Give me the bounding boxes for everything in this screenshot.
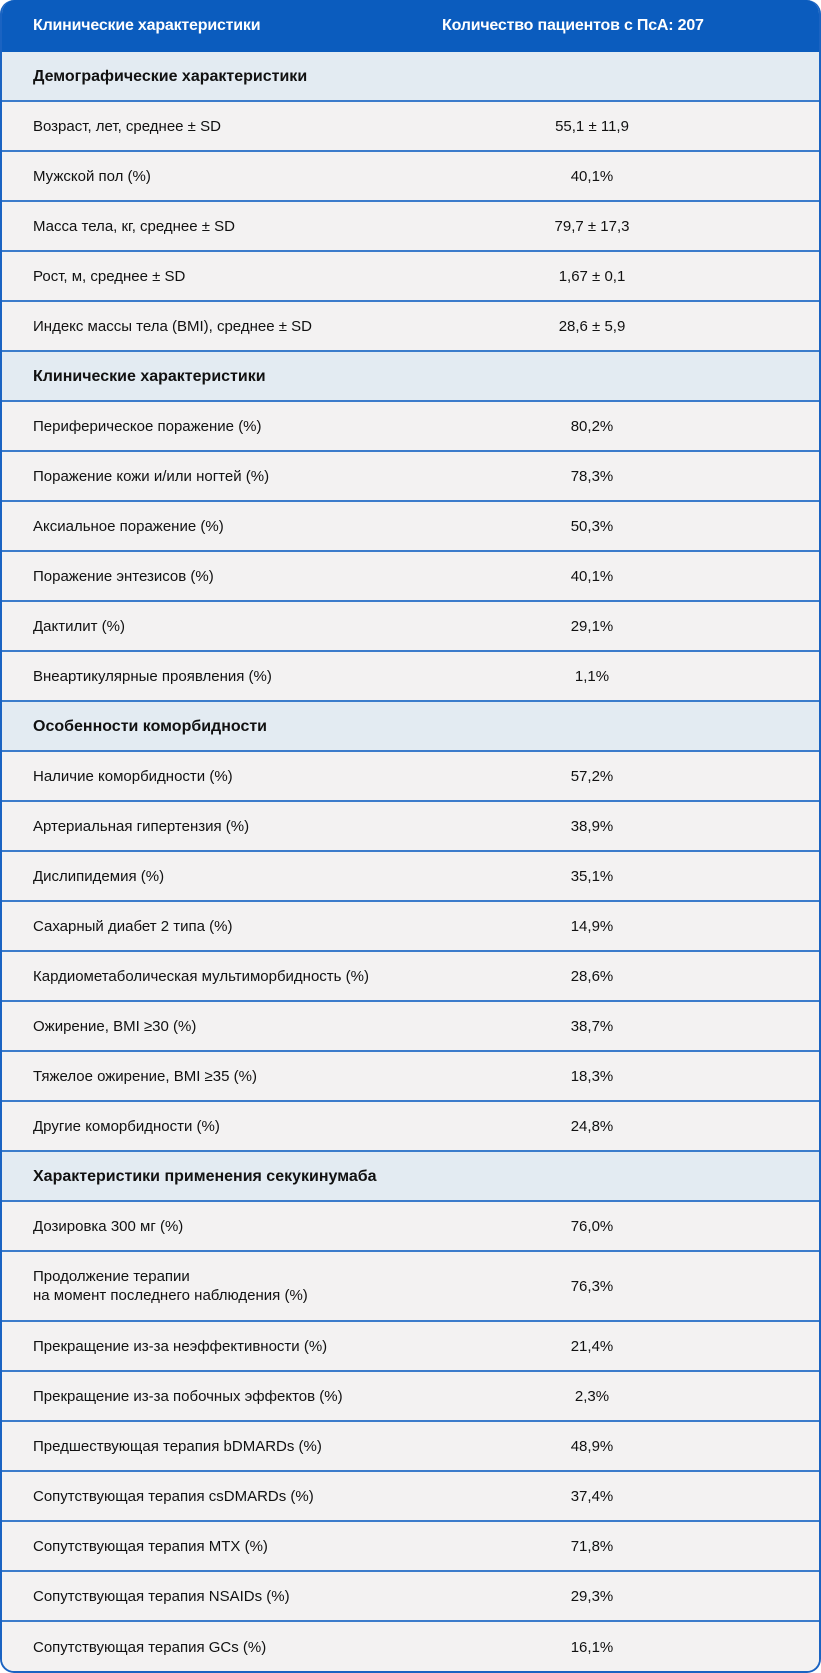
row-label: Другие коморбидности (%) [33, 1117, 220, 1135]
section-label: Демографические характеристики [33, 67, 308, 85]
row-label: Дактилит (%) [33, 617, 125, 635]
row-value: 48,9% [570, 1437, 614, 1455]
section-demographics: Демографические характеристики [2, 52, 819, 102]
row-label: Аксиальное поражение (%) [33, 517, 224, 535]
row-value: 71,8% [570, 1537, 614, 1555]
row-value: 21,4% [570, 1337, 614, 1355]
table-row: Артериальная гипертензия (%) 38,9% [2, 802, 819, 852]
row-value: 29,3% [570, 1587, 614, 1605]
row-label-line-1: Продолжение терапии [33, 1268, 190, 1285]
table-row: Дозировка 300 мг (%) 76,0% [2, 1202, 819, 1252]
row-value: 76,0% [570, 1217, 614, 1235]
row-label-line-2: на момент последнего наблюдения (%) [33, 1287, 308, 1304]
row-value: 28,6% [570, 967, 614, 985]
row-value: 50,3% [570, 517, 614, 535]
row-label: Поражение энтезисов (%) [33, 567, 214, 585]
row-label: Артериальная гипертензия (%) [33, 817, 250, 835]
section-comorbidity: Особенности коморбидности [2, 702, 819, 752]
table-header: Клинические характеристики Количество па… [2, 0, 819, 52]
row-value: 78,3% [570, 467, 614, 485]
row-value: 24,8% [570, 1117, 614, 1135]
section-secukinumab: Характеристики применения секукинумаба [2, 1152, 819, 1202]
row-label: Дислипидемия (%) [33, 867, 165, 885]
row-label: Сахарный диабет 2 типа (%) [33, 917, 233, 935]
table-row: Индекс массы тела (BMI), среднее ± SD 28,… [2, 302, 819, 352]
row-value: 57,2% [570, 767, 614, 785]
row-value: 28,6 ± 5,9 [558, 317, 626, 335]
row-label: Сопутствующая терапия csDMARDs (%) [33, 1487, 314, 1505]
table-row: Аксиальное поражение (%) 50,3% [2, 502, 819, 552]
table-row: Дактилит (%) 29,1% [2, 602, 819, 652]
table-row: Ожирение, BMI ≥30 (%) 38,7% [2, 1002, 819, 1052]
section-label: Клинические характеристики [33, 367, 266, 385]
row-label: Мужской пол (%) [33, 167, 151, 185]
row-label: Индекс массы тела (BMI), среднее ± SD [33, 317, 312, 335]
table-row: Сопутствующая терапия NSAIDs (%) 29,3% [2, 1572, 819, 1622]
row-label: Сопутствующая терапия NSAIDs (%) [33, 1587, 290, 1605]
row-label: Сопутствующая терапия MTX (%) [33, 1537, 268, 1555]
row-value: 80,2% [570, 417, 614, 435]
row-value: 76,3% [570, 1277, 614, 1295]
table-row: Внеартикулярные проявления (%) 1,1% [2, 652, 819, 702]
row-value: 37,4% [570, 1487, 614, 1505]
table-row: Периферическое поражение (%) 80,2% [2, 402, 819, 452]
row-label: Рост, м, среднее ± SD [33, 267, 186, 285]
header-col-patient-count: Количество пациентов с ПсА: 207 [442, 17, 704, 34]
row-value: 1,67 ± 0,1 [558, 267, 626, 285]
row-label: Сопутствующая терапия GCs (%) [33, 1638, 267, 1656]
table-row: Кардиометаболическая мультиморбидность (… [2, 952, 819, 1002]
section-label: Характеристики применения секукинумаба [33, 1167, 377, 1185]
row-value: 2,3% [574, 1387, 610, 1405]
row-label: Внеартикулярные проявления (%) [33, 667, 272, 685]
row-value: 38,7% [570, 1017, 614, 1035]
row-value: 40,1% [570, 167, 614, 185]
section-label: Особенности коморбидности [33, 717, 268, 735]
header-col-characteristics: Клинические характеристики [33, 17, 261, 34]
table-row: Другие коморбидности (%) 24,8% [2, 1102, 819, 1152]
row-value: 35,1% [570, 867, 614, 885]
row-value: 1,1% [574, 667, 610, 685]
table-row: Рост, м, среднее ± SD 1,67 ± 0,1 [2, 252, 819, 302]
table-row: Сопутствующая терапия MTX (%) 71,8% [2, 1522, 819, 1572]
table-row: Прекращение из-за неэффективности (%) 21,… [2, 1322, 819, 1372]
table-row: Возраст, лет, среднее ± SD 55,1 ± 11,9 [2, 102, 819, 152]
row-label: Периферическое поражение (%) [33, 417, 262, 435]
row-value: 16,1% [570, 1638, 614, 1656]
table-row: Мужской пол (%) 40,1% [2, 152, 819, 202]
row-value: 55,1 ± 11,9 [555, 117, 629, 135]
table-row: Сахарный диабет 2 типа (%) 14,9% [2, 902, 819, 952]
row-label: Поражение кожи и/или ногтей (%) [33, 467, 270, 485]
row-value: 18,3% [570, 1067, 614, 1085]
row-value: 40,1% [570, 567, 614, 585]
table-row: Наличие коморбидности (%) 57,2% [2, 752, 819, 802]
row-label: Предшествующая терапия bDMARDs (%) [33, 1437, 322, 1455]
row-label: Наличие коморбидности (%) [33, 767, 233, 785]
table-row: Тяжелое ожирение, BMI ≥35 (%) 18,3% [2, 1052, 819, 1102]
row-label: Прекращение из-за неэффективности (%) [33, 1337, 328, 1355]
section-clinical: Клинические характеристики [2, 352, 819, 402]
table-row: Прекращение из-за побочных эффектов (%) 2… [2, 1372, 819, 1422]
row-label: Прекращение из-за побочных эффектов (%) [33, 1387, 343, 1405]
row-label: Кардиометаболическая мультиморбидность (… [33, 967, 369, 985]
table-row: Масса тела, кг, среднее ± SD 79,7 ± 17,3 [2, 202, 819, 252]
table-body: Демографические характеристики Возраст, … [2, 52, 819, 1671]
table-row: Поражение кожи и/или ногтей (%) 78,3% [2, 452, 819, 502]
table-row: Предшествующая терапия bDMARDs (%) 48,9% [2, 1422, 819, 1472]
row-label: Ожирение, BMI ≥30 (%) [33, 1017, 197, 1035]
row-value: 14,9% [570, 917, 614, 935]
table-row: Продолжение терапии на момент последнего… [2, 1252, 819, 1322]
row-label: Тяжелое ожирение, BMI ≥35 (%) [33, 1067, 257, 1085]
row-label: Дозировка 300 мг (%) [33, 1217, 184, 1235]
row-label: Возраст, лет, среднее ± SD [33, 117, 221, 135]
table-row: Сопутствующая терапия csDMARDs (%) 37,4% [2, 1472, 819, 1522]
table-row: Дислипидемия (%) 35,1% [2, 852, 819, 902]
row-value: 29,1% [570, 617, 614, 635]
row-label: Продолжение терапии на момент последнего… [2, 1267, 532, 1305]
row-label: Масса тела, кг, среднее ± SD [33, 217, 236, 235]
table-row: Поражение энтезисов (%) 40,1% [2, 552, 819, 602]
row-value: 38,9% [570, 817, 614, 835]
table-row: Сопутствующая терапия GCs (%) 16,1% [2, 1622, 819, 1671]
row-value: 79,7 ± 17,3 [554, 217, 630, 235]
